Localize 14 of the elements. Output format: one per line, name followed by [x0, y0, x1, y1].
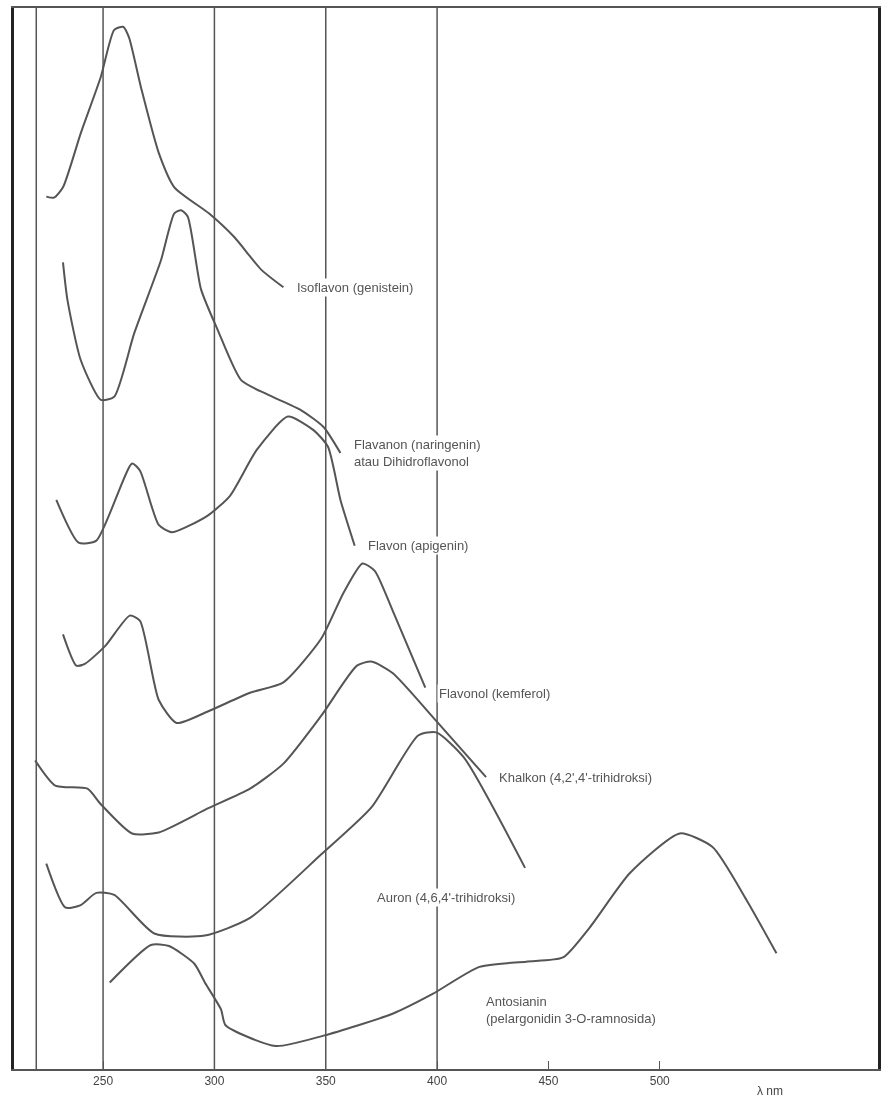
x-tick-label: 350: [315, 1074, 337, 1089]
series-label: Flavanon (naringenin) atau Dihidroflavonol: [354, 437, 481, 469]
x-tick-label: 300: [204, 1074, 225, 1089]
series-label: Flavon (apigenin): [368, 538, 469, 553]
text: Antosianin (pelargonidin 3-O-ramnosida): [486, 994, 656, 1026]
series-label: Flavonol (kemferol): [439, 686, 551, 701]
x-tick-label: 400: [427, 1074, 448, 1089]
series-label: Isoflavon (genistein): [297, 280, 414, 295]
x-axis-title: λ nm: [757, 1084, 784, 1098]
x-tick-label: 450: [538, 1074, 559, 1089]
series-label: Khalkon (4,2',4'-trihidroksi): [499, 770, 653, 785]
x-tick-label: 250: [93, 1074, 114, 1089]
x-tick-label: 500: [649, 1074, 671, 1089]
series-label: Auron (4,6,4'-trihidroksi): [377, 890, 516, 905]
